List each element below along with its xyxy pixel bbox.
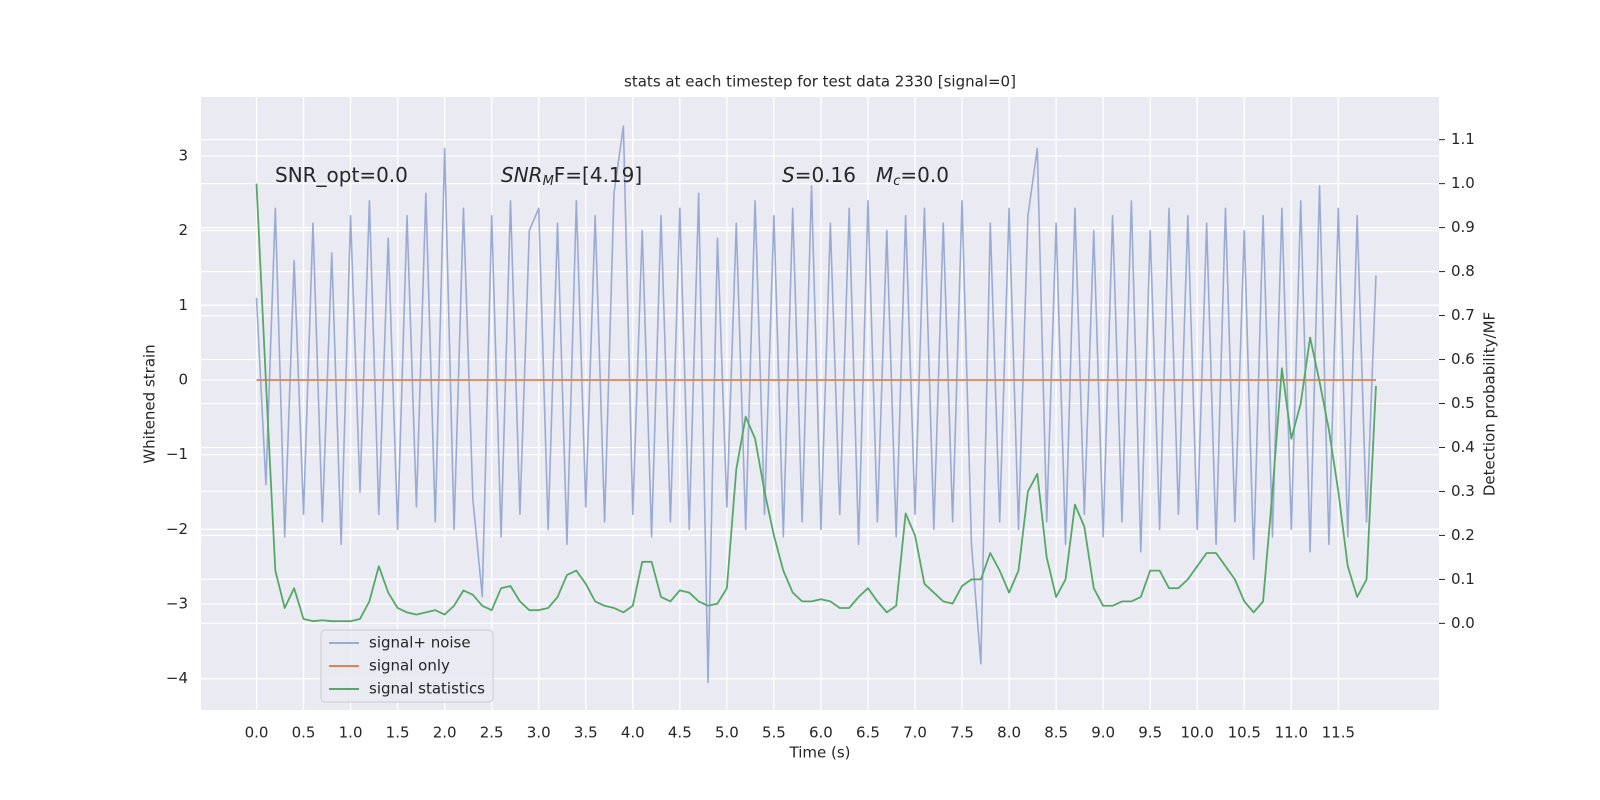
x-tick-label: 0.5 [292,724,316,742]
x-tick-label: 8.0 [997,724,1021,742]
series-line [255,125,1377,684]
x-tick-label: 9.5 [1138,724,1162,742]
x-tick-label: 2.5 [480,724,504,742]
x-tick-label: 10.5 [1228,724,1261,742]
annotation: S=0.16 [782,163,856,187]
y2-tick-label: 0.3 [1451,482,1475,500]
x-tick-label: 8.5 [1044,724,1068,742]
chart-title: stats at each timestep for test data 233… [624,73,1016,91]
x-tick-label: 11.0 [1275,724,1308,742]
x-tick-label: 11.5 [1322,724,1355,742]
legend-label: signal+ noise [369,634,471,652]
x-axis-label: Time (s) [789,744,851,762]
y-tick-label: −2 [166,520,188,538]
annotation: Mc=0.0 [876,163,949,189]
annotation-run: M [543,174,554,189]
x-tick-label: 1.5 [386,724,410,742]
y-tick-label: 3 [178,146,188,164]
annotation-run: S [782,163,795,187]
legend-label: signal statistics [369,680,485,698]
x-tick-label: 4.0 [621,724,645,742]
x-tick-label: 5.0 [715,724,739,742]
x-tick-label: 10.0 [1181,724,1214,742]
legend-box [320,629,494,703]
x-tick-label: 5.5 [762,724,786,742]
annotation: SNR_opt=0.0 [275,163,408,187]
x-tick-label: 9.0 [1091,724,1115,742]
annotation-run: SNR_opt=0.0 [275,163,408,187]
x-tick-label: 7.0 [903,724,927,742]
annotation-run: M [876,163,893,187]
x-tick-label: 3.5 [574,724,598,742]
y2-tick-label: 0.1 [1451,570,1475,588]
y2-tick-label: 0.8 [1451,262,1475,280]
legend-label: signal only [369,657,450,675]
y2-tick-label: 0.9 [1451,218,1475,236]
y2-tick-label: 0.4 [1451,438,1475,456]
x-tick-label: 2.0 [433,724,457,742]
y-tick-label: −4 [166,669,188,687]
y2-tick-label: 0.0 [1451,614,1475,632]
y-tick-label: 0 [178,370,188,388]
y2-axis-label: Detection probability/MF [1481,312,1499,496]
y2-tick-label: 0.2 [1451,526,1475,544]
y-axis-label: Whitened strain [141,344,159,463]
y-tick-label: 2 [178,221,188,239]
series-line [255,183,1377,623]
y-tick-label: 1 [178,296,188,314]
x-tick-label: 6.0 [809,724,833,742]
y-tick-label: −1 [166,445,188,463]
annotation-run: =0.0 [900,163,949,187]
x-tick-label: 4.5 [668,724,692,742]
grid [201,97,1439,710]
x-tick-label: 0.0 [245,724,269,742]
annotation-run: SNR [501,163,543,187]
x-tick-label: 7.5 [950,724,974,742]
y-tick-label: −3 [166,594,188,612]
x-tick-label: 6.5 [856,724,880,742]
y2-tick-label: 0.7 [1451,306,1475,324]
annotation-run: c [893,174,900,189]
annotation-run: F=[4.19] [554,163,642,187]
y2-tick-label: 1.1 [1451,130,1475,148]
y2-tick-label: 0.6 [1451,350,1475,368]
x-tick-label: 3.0 [527,724,551,742]
annotation-run: =0.16 [795,163,856,187]
x-tick-label: 1.0 [339,724,363,742]
annotation: SNRMF=[4.19] [501,163,642,189]
y2-tick-label: 0.5 [1451,394,1475,412]
y2-tick-label: 1.0 [1451,174,1475,192]
